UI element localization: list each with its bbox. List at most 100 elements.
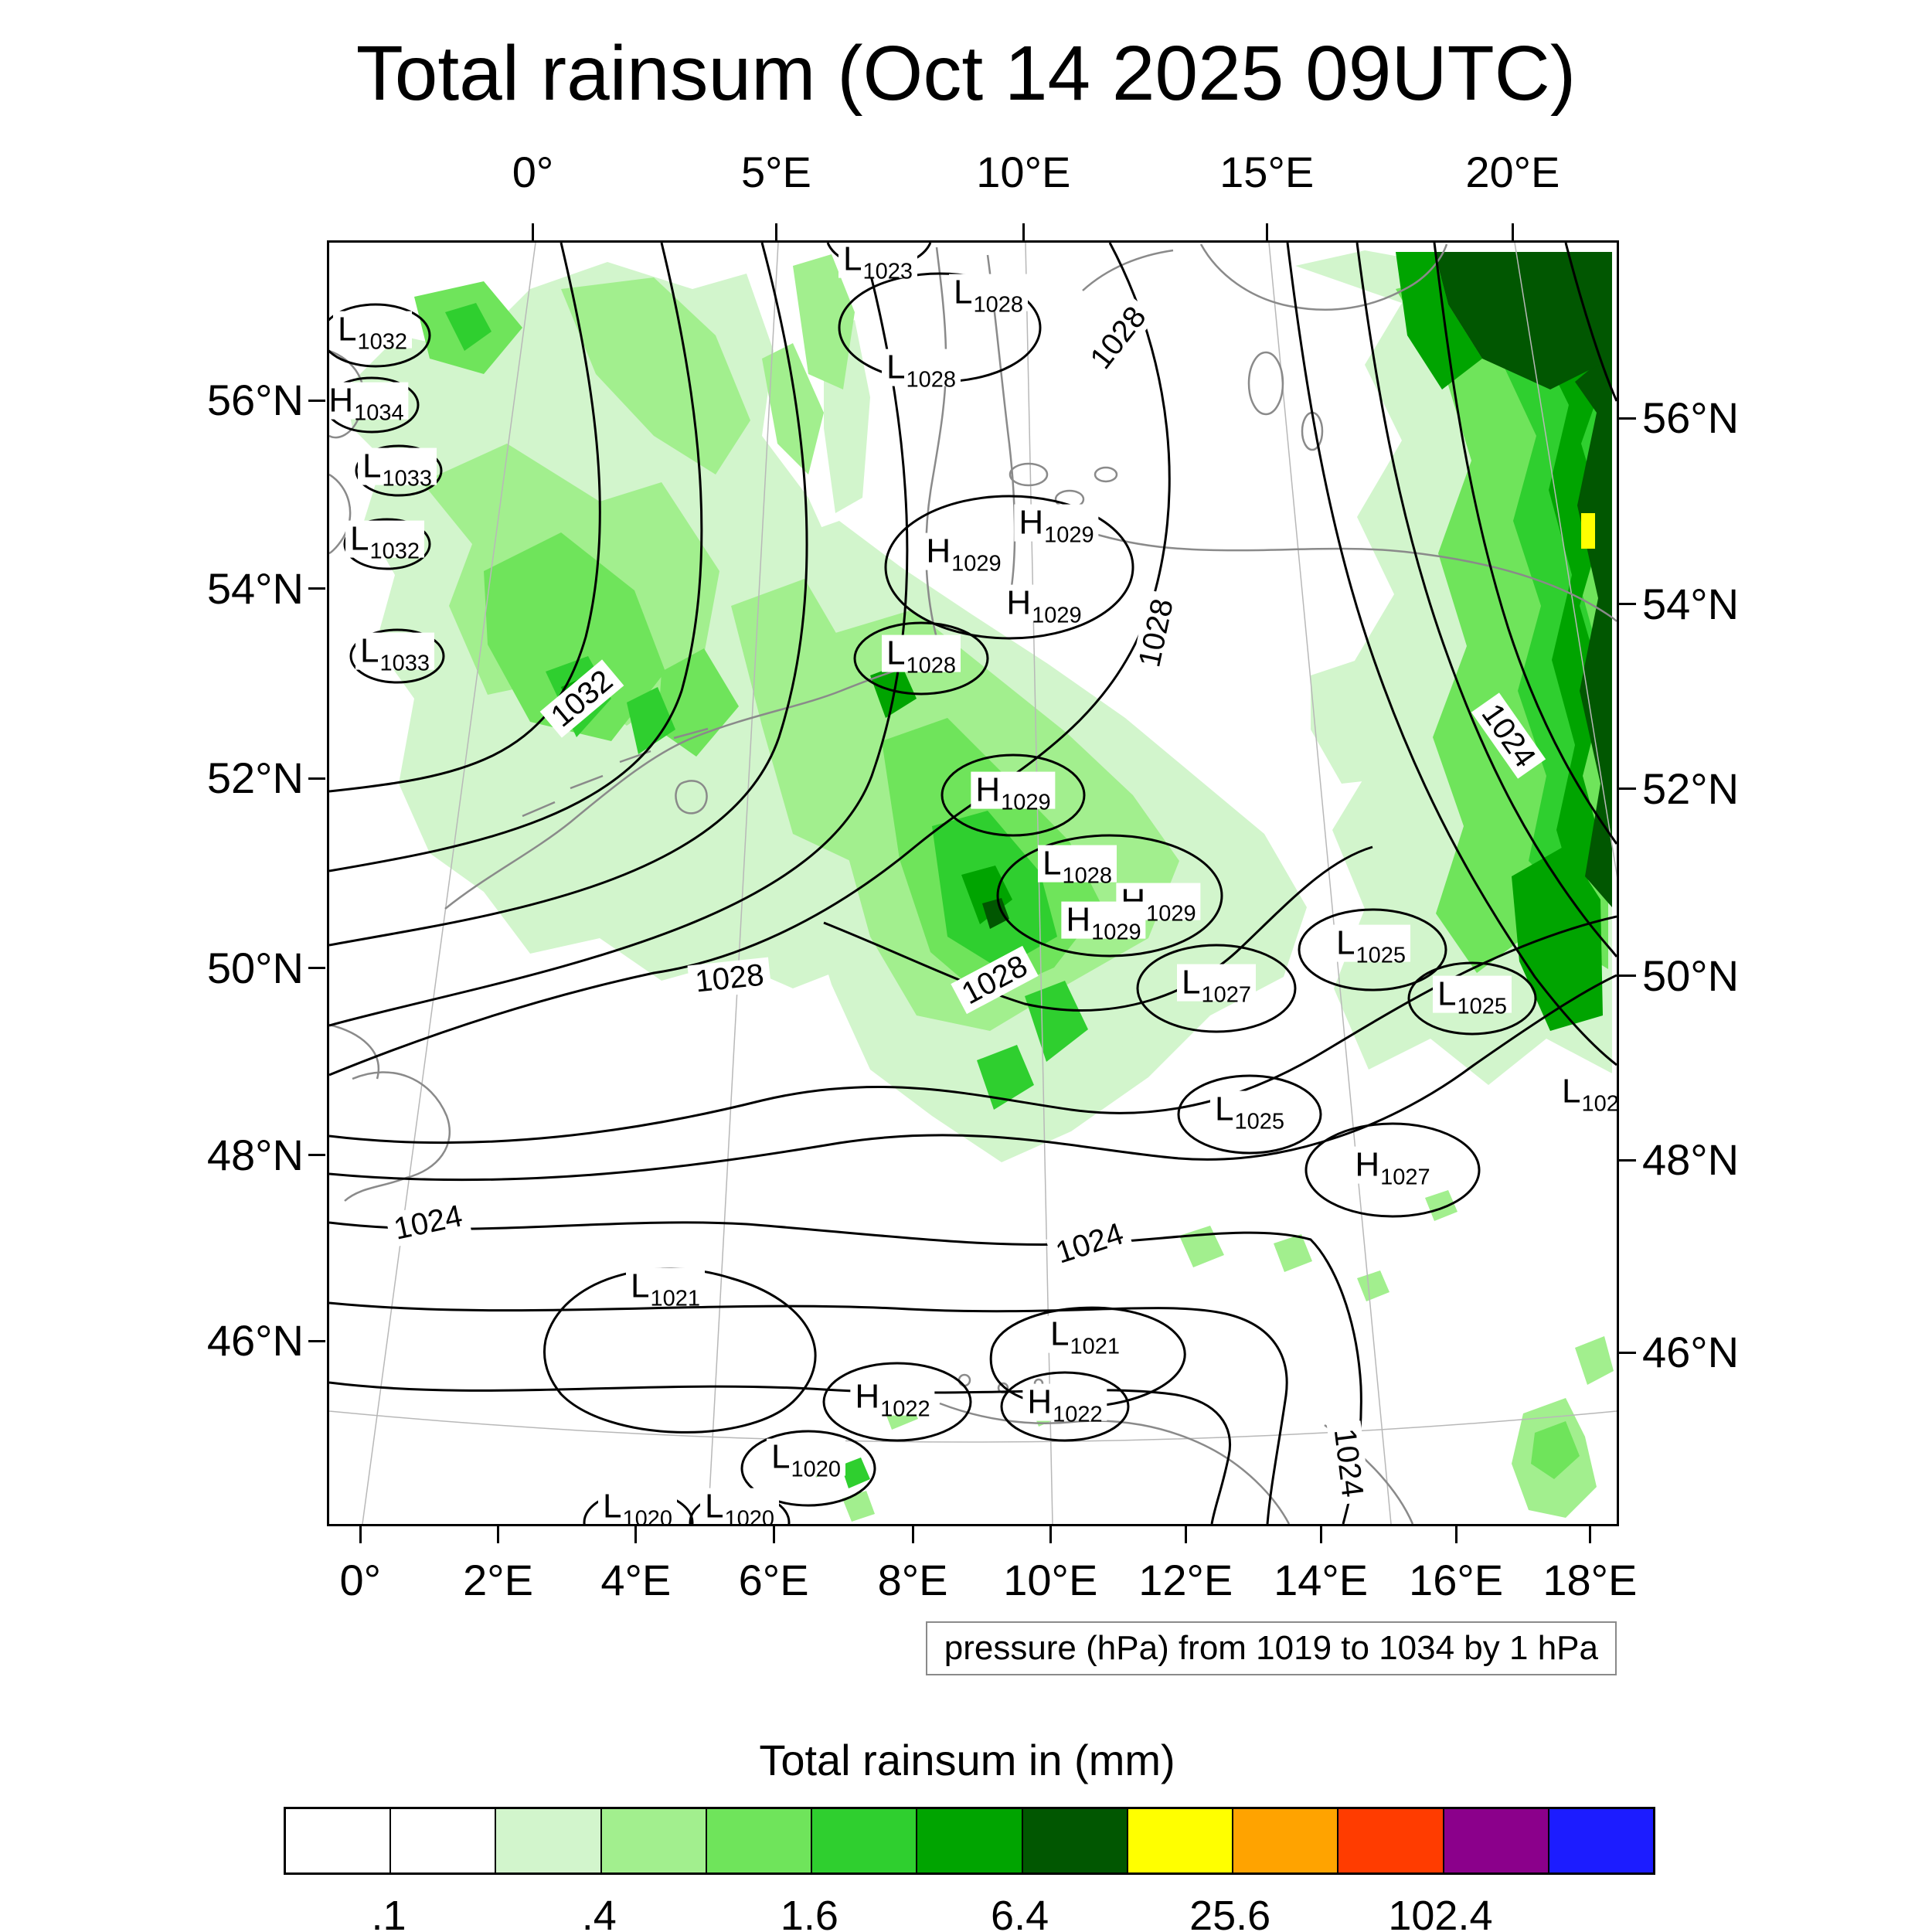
- isobar-label-1024: 1024: [385, 1197, 471, 1248]
- pressure-value: 1029: [951, 551, 1002, 577]
- isobar-label-1024: 1024: [1046, 1214, 1134, 1273]
- pressure-value: 1028: [1062, 863, 1112, 889]
- pressure-value: 1033: [379, 651, 430, 676]
- pressure-center-h1029: H1029: [1002, 583, 1087, 627]
- pressure-center-l1025: L1025: [1433, 975, 1512, 1018]
- pressure-value: 1027: [1201, 982, 1251, 1008]
- axis-tick-top: [1511, 223, 1514, 240]
- axis-tick-right: [1619, 417, 1636, 420]
- pressure-value: 1029: [1091, 920, 1141, 945]
- pressure-letter: L: [886, 348, 906, 386]
- axis-tick-left: [308, 967, 325, 970]
- axis-tick-label-bottom: 10°E: [1003, 1556, 1098, 1604]
- pressure-letter: L: [1050, 1315, 1070, 1353]
- pressure-value: 1021: [650, 1286, 700, 1311]
- axis-tick-top: [1022, 223, 1025, 240]
- pressure-center-h1029: H1029: [921, 532, 1006, 575]
- pressure-value: 1022: [880, 1396, 930, 1422]
- axis-tick-label-bottom: 6°E: [738, 1556, 809, 1604]
- colorbar-segment-8: [1128, 1809, 1234, 1872]
- pressure-letter: H: [926, 532, 951, 570]
- pressure-value: 1029: [1044, 522, 1094, 548]
- pressure-center-l1028: L1028: [882, 634, 961, 677]
- pressure-center-l1028: L1028: [882, 348, 961, 391]
- pressure-center-l1027: L1027: [1177, 964, 1256, 1006]
- map-canvas: [329, 243, 1617, 1524]
- isobar-label-1028: 1028: [1080, 295, 1157, 380]
- pressure-letter: L: [954, 273, 973, 311]
- colorbar-segment-2: [496, 1809, 602, 1872]
- axis-tick-label-top: 5°E: [740, 148, 811, 196]
- axis-tick-bottom: [772, 1526, 775, 1543]
- pressure-value: 1029: [1032, 603, 1082, 628]
- pressure-value: 1028: [906, 653, 956, 679]
- pressure-value: 1025: [1355, 943, 1406, 968]
- pressure-center-l1026: L1026: [1557, 1073, 1617, 1115]
- pressure-center-l1033: L1033: [358, 447, 437, 490]
- colorbar-segment-0: [286, 1809, 392, 1872]
- chart-title: Total rainsum (Oct 14 2025 09UTC): [355, 30, 1577, 117]
- axis-tick-label-left: 52°N: [206, 753, 304, 803]
- rain-shading: [345, 250, 1614, 1522]
- pressure-value: 1027: [1380, 1165, 1430, 1190]
- pressure-letter: H: [328, 381, 354, 420]
- axis-tick-label-left: 54°N: [206, 563, 304, 613]
- isobar-label-1024: 1024: [1471, 692, 1546, 779]
- pressure-letter: H: [1355, 1145, 1380, 1184]
- axis-tick-right: [1619, 787, 1636, 791]
- colorbar-segment-1: [391, 1809, 497, 1872]
- pressure-letter: H: [975, 770, 1001, 809]
- pressure-value: 1032: [357, 329, 407, 355]
- axis-tick-bottom: [359, 1526, 362, 1543]
- pressure-letter: L: [1336, 923, 1355, 962]
- pressure-value: 1033: [382, 466, 432, 492]
- isobar-label-1032: 1032: [539, 659, 624, 738]
- axis-tick-left: [308, 587, 325, 590]
- pressure-center-h1034: H1034: [328, 381, 409, 424]
- pressure-center-h1029: H1029: [1061, 901, 1146, 944]
- isobar-label-1028: 1028: [1131, 590, 1182, 676]
- colorbar-segment-6: [917, 1809, 1023, 1872]
- axis-tick-right: [1619, 975, 1636, 978]
- pressure-letter: H: [1006, 583, 1032, 622]
- isobars: [329, 243, 1617, 1524]
- axis-tick-bottom: [1049, 1526, 1052, 1543]
- pressure-letter: L: [338, 310, 357, 349]
- colorbar-tick-label: 102.4: [1388, 1893, 1493, 1932]
- pressure-letter: L: [631, 1267, 650, 1305]
- pressure-letter: L: [603, 1487, 622, 1526]
- axis-tick-label-right: 56°N: [1642, 393, 1740, 443]
- pressure-range-note: pressure (hPa) from 1019 to 1034 by 1 hP…: [925, 1621, 1617, 1675]
- isobar-label-1028: 1028: [687, 957, 772, 1000]
- pressure-letter: L: [771, 1437, 791, 1476]
- pressure-value: 1023: [862, 259, 913, 284]
- pressure-center-h1027: H1027: [1350, 1145, 1435, 1189]
- axis-tick-bottom: [1454, 1526, 1458, 1543]
- axis-tick-label-left: 46°N: [206, 1316, 304, 1366]
- colorbar-segment-10: [1338, 1809, 1444, 1872]
- colorbar-tick-label: .1: [371, 1893, 406, 1932]
- axis-tick-label-bottom: 8°E: [877, 1556, 948, 1604]
- axis-tick-bottom: [634, 1526, 638, 1543]
- colorbar-segment-12: [1549, 1809, 1654, 1872]
- colorbar-segment-11: [1444, 1809, 1549, 1872]
- axis-tick-label-top: 10°E: [976, 148, 1071, 196]
- pressure-value: 1021: [1070, 1334, 1120, 1359]
- axis-tick-label-bottom: 4°E: [600, 1556, 672, 1604]
- axis-tick-label-top: 15°E: [1219, 148, 1315, 196]
- pressure-letter: L: [886, 634, 906, 672]
- pressure-center-l1033: L1033: [355, 632, 434, 675]
- axis-tick-label-bottom: 0°: [339, 1556, 382, 1604]
- pressure-center-l1032: L1032: [333, 310, 412, 353]
- graticule: [329, 243, 1617, 1524]
- pressure-letter: L: [350, 519, 369, 558]
- axis-tick-label-right: 52°N: [1642, 764, 1740, 813]
- axis-tick-bottom: [1184, 1526, 1187, 1543]
- pressure-value: 1025: [1457, 994, 1507, 1019]
- pressure-letter: L: [705, 1487, 724, 1526]
- axis-tick-right: [1619, 1158, 1636, 1162]
- axis-tick-label-bottom: 12°E: [1138, 1556, 1233, 1604]
- axis-tick-label-bottom: 2°E: [463, 1556, 534, 1604]
- axis-tick-bottom: [497, 1526, 500, 1543]
- pressure-center-l1021: L1021: [1046, 1315, 1124, 1358]
